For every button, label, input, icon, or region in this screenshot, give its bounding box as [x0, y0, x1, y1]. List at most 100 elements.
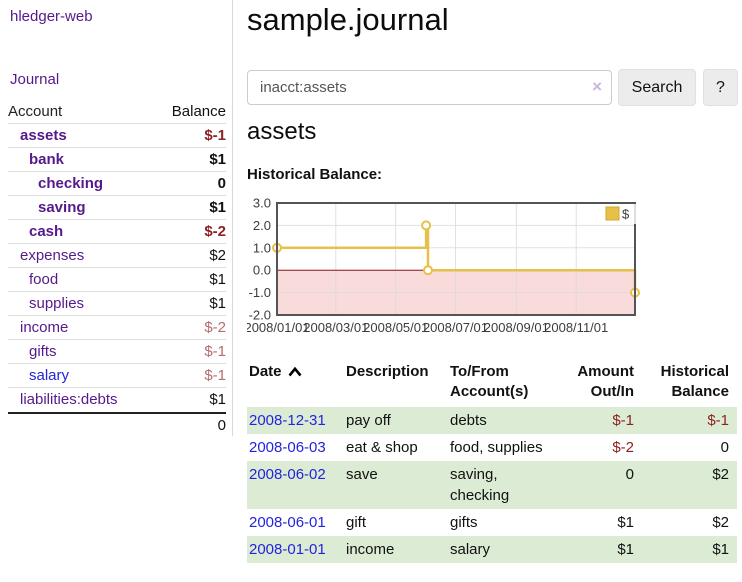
- account-row: expenses $2: [8, 244, 226, 268]
- register-rows: 2008-12-31 pay off debts $-1 $-1 2008-06-03 ea…: [247, 407, 737, 563]
- register-header-row: Date Description To/From Account(s) Amou…: [247, 358, 737, 407]
- account-link[interactable]: gifts: [29, 343, 57, 360]
- accounts-table: Account Balance assets $-1 bank $1 checking 0…: [8, 99, 226, 436]
- account-balance: $1: [209, 271, 226, 288]
- col-header-balance: Historical Balance: [660, 363, 729, 400]
- transaction-accounts-cell: debts: [450, 412, 487, 429]
- x-tick-label: 2008/09/01: [484, 320, 549, 335]
- search-button[interactable]: Search: [618, 69, 696, 106]
- transaction-date-link[interactable]: 2008-01-01: [249, 541, 326, 558]
- legend-label: $: [622, 207, 630, 222]
- transaction-balance-cell: $1: [712, 541, 729, 558]
- transaction-balance-cell: $2: [712, 514, 729, 531]
- account-link[interactable]: saving: [38, 199, 86, 216]
- account-balance: $1: [209, 295, 226, 312]
- account-link[interactable]: liabilities:debts: [20, 391, 118, 408]
- y-tick-label: -1.0: [249, 285, 271, 300]
- transaction-amount-cell: $-2: [612, 439, 634, 456]
- col-header-date-label: Date: [249, 363, 282, 380]
- transaction-description-cell: save: [346, 466, 378, 483]
- col-header-description: Description: [346, 363, 429, 380]
- transaction-description-cell: income: [346, 541, 395, 558]
- transaction-amount-cell: $1: [617, 541, 634, 558]
- historical-balance-chart[interactable]: 3.0 2.0 1.0 0.0 -1.0 -2.0 2008/01/01 2008/03/01…: [247, 195, 717, 340]
- y-tick-label: 1.0: [253, 240, 271, 255]
- transaction-accounts-cell: salary: [450, 541, 491, 558]
- account-balance: $-1: [204, 367, 226, 384]
- account-row: saving $1: [8, 196, 226, 220]
- search-input[interactable]: [247, 70, 612, 105]
- account-link[interactable]: expenses: [20, 247, 85, 264]
- chart-svg[interactable]: 3.0 2.0 1.0 0.0 -1.0 -2.02008/01/012008/03/01…: [247, 195, 717, 340]
- account-balance: $-1: [204, 343, 226, 360]
- x-tick-label: 2008/03/01: [303, 320, 368, 335]
- accounts-total-row: 0: [8, 412, 226, 436]
- account-row: food $1: [8, 268, 226, 292]
- account-link[interactable]: bank: [29, 151, 65, 168]
- register-table: Date Description To/From Account(s) Amou…: [247, 358, 737, 563]
- account-row: cash $-2: [8, 220, 226, 244]
- chart-title: Historical Balance:: [247, 166, 383, 183]
- search-input-wrap: ×: [247, 70, 612, 105]
- y-tick-label: 3.0: [253, 196, 271, 211]
- transaction-description-cell: eat & shop: [346, 439, 418, 456]
- search-bar: × Search ?: [247, 69, 738, 106]
- register-row: 2008-06-02 save saving, checking 0 $2: [247, 461, 737, 509]
- y-tick-label: 2.0: [253, 218, 271, 233]
- x-tick-label: 2008/01/01: [247, 320, 310, 335]
- account-row: salary $-1: [8, 364, 226, 388]
- account-balance: $1: [209, 151, 226, 168]
- account-row: checking 0: [8, 172, 226, 196]
- account-link[interactable]: cash: [29, 223, 64, 240]
- account-link[interactable]: supplies: [29, 295, 85, 312]
- transaction-date-link[interactable]: 2008-12-31: [249, 412, 326, 429]
- transaction-date-link[interactable]: 2008-06-03: [249, 439, 326, 456]
- sort-ascending-icon: [288, 366, 302, 377]
- account-balance: $2: [209, 247, 226, 264]
- register-row: 2008-01-01 income salary $1 $1: [247, 536, 737, 563]
- account-balance: $-2: [204, 319, 226, 336]
- col-header-date: Date: [247, 358, 346, 407]
- account-link[interactable]: checking: [38, 175, 104, 192]
- transaction-date-link[interactable]: 2008-06-02: [249, 466, 326, 483]
- account-link[interactable]: food: [29, 271, 59, 288]
- account-row: liabilities:debts $1: [8, 388, 226, 412]
- col-header-accounts: To/From Account(s): [450, 363, 529, 400]
- transaction-amount-cell: 0: [625, 466, 634, 483]
- account-balance: $-1: [204, 127, 226, 144]
- brand-link[interactable]: hledger-web: [10, 8, 93, 25]
- accounts-table-header: Account Balance: [8, 99, 226, 124]
- transaction-balance-cell: $-1: [707, 412, 729, 429]
- account-balance: $1: [209, 391, 226, 408]
- transaction-description-cell: gift: [346, 514, 367, 531]
- account-row: bank $1: [8, 148, 226, 172]
- accounts-header-account: Account: [8, 103, 63, 120]
- help-button[interactable]: ?: [703, 69, 738, 106]
- account-row: assets $-1: [8, 124, 226, 148]
- account-link[interactable]: assets: [20, 127, 67, 144]
- y-tick-label: -2.0: [249, 308, 271, 323]
- register-row: 2008-06-03 eat & shop food, supplies $-2 0: [247, 434, 737, 461]
- legend-swatch: [605, 206, 620, 221]
- transaction-date-link[interactable]: 2008-06-01: [249, 514, 326, 531]
- nav-journal-link[interactable]: Journal: [10, 71, 60, 88]
- page-title: sample.journal: [247, 2, 449, 37]
- account-link[interactable]: income: [20, 319, 69, 336]
- transaction-date-link-cell: 2008-06-03: [247, 434, 346, 461]
- x-tick-label: 2008/07/01: [423, 320, 488, 335]
- x-tick-label: 2008/05/01: [363, 320, 428, 335]
- transaction-description-cell: pay off: [346, 412, 391, 429]
- transaction-date-link-cell: 2008-06-02: [247, 461, 346, 509]
- account-link[interactable]: salary: [29, 367, 70, 384]
- account-balance: $1: [209, 199, 226, 216]
- chart-legend: $: [603, 204, 636, 224]
- transaction-date-link-cell: 2008-01-01: [247, 536, 346, 563]
- account-row: gifts $-1: [8, 340, 226, 364]
- clear-search-icon[interactable]: ×: [592, 77, 602, 96]
- transaction-accounts-cell: gifts: [450, 514, 478, 531]
- transaction-date-link-cell: 2008-06-01: [247, 509, 346, 536]
- transaction-amount-cell: $1: [617, 514, 634, 531]
- accounts-rows: assets $-1 bank $1 checking 0 saving $1 cash $-2 e…: [8, 124, 226, 412]
- register-row: 2008-06-01 gift gifts $1 $2: [247, 509, 737, 536]
- register-row: 2008-12-31 pay off debts $-1 $-1: [247, 407, 737, 434]
